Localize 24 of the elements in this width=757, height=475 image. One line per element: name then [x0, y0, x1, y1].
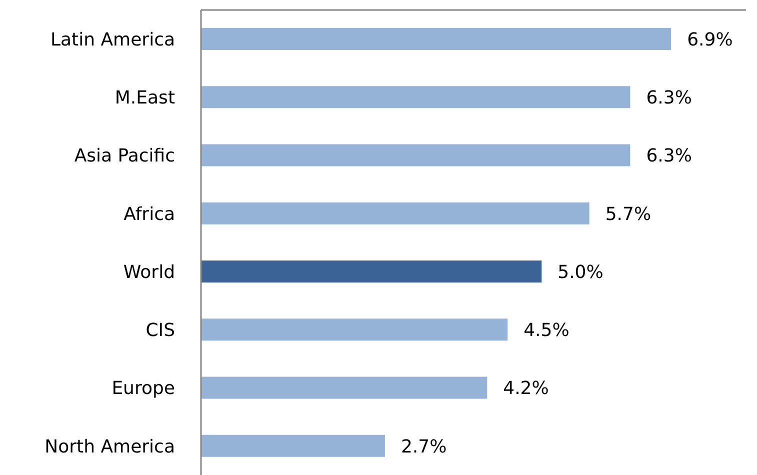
data-label: 6.3%	[646, 146, 692, 167]
data-label: 6.9%	[687, 29, 733, 50]
y-tick-label: World	[123, 262, 175, 283]
data-label: 4.5%	[524, 320, 570, 342]
y-tick-label: Africa	[124, 204, 175, 225]
y-tick-label: North America	[44, 436, 175, 458]
bar	[201, 318, 508, 341]
data-label: 6.3%	[646, 88, 692, 109]
bar	[201, 144, 630, 166]
bar	[201, 434, 385, 457]
y-tick-label: Europe	[112, 378, 175, 400]
y-tick-label: CIS	[146, 320, 175, 342]
bar	[201, 28, 672, 50]
y-tick-label: Latin America	[50, 29, 175, 50]
y-tick-label: M.East	[114, 88, 175, 109]
data-label: 2.7%	[400, 436, 447, 458]
bar	[201, 202, 590, 224]
data-label: 5.7%	[605, 204, 652, 225]
data-label: 5.0%	[558, 262, 604, 283]
bar	[201, 260, 542, 282]
bar	[201, 376, 488, 399]
y-tick-label: Asia Pacific	[74, 146, 175, 167]
data-label: 4.2%	[503, 378, 549, 400]
bar	[201, 86, 630, 108]
